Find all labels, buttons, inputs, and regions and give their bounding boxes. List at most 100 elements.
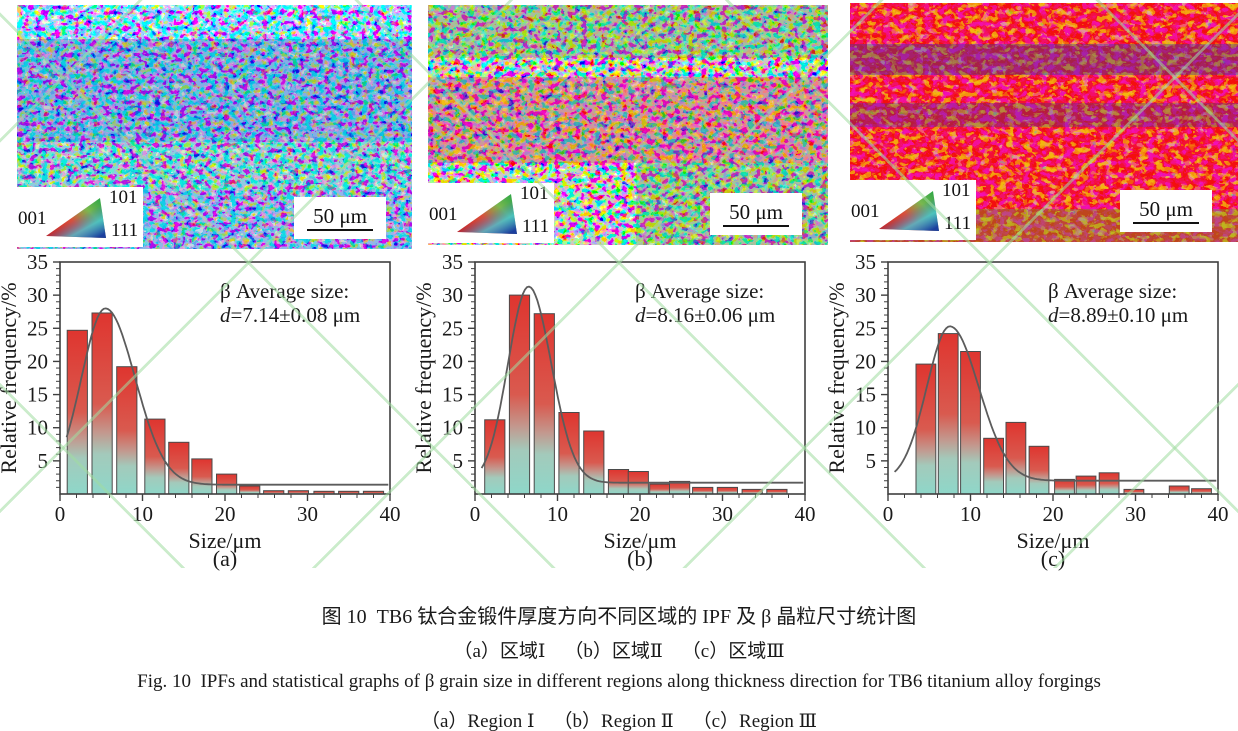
average-size-annotation-title: β Average size: [1048, 279, 1177, 303]
scale-bar: 50 μm [1120, 190, 1212, 232]
x-tick-label: 30 [712, 502, 733, 526]
y-tick-label: 35 [442, 250, 463, 274]
x-tick-label: 10 [960, 502, 981, 526]
x-tick-label: 40 [380, 502, 401, 526]
panel-label: (b) [627, 546, 653, 571]
x-tick-label: 20 [215, 502, 236, 526]
ipf-legend-001-label: 001 [18, 208, 47, 229]
caption-zh-title: 图 10 TB6 钛合金锻件厚度方向不同区域的 IPF 及 β 晶粒尺寸统计图 [321, 606, 917, 628]
ipf-legend-101-label: 101 [109, 187, 138, 208]
y-tick-label: 10 [855, 416, 876, 440]
y-tick-label: 30 [27, 283, 48, 307]
average-size-annotation-value: d=7.14±0.08 μm [220, 303, 360, 327]
ipf-map-region-3: 001 101 111 50 μm [850, 3, 1238, 242]
y-tick-label: 5 [453, 449, 464, 473]
ipf-legend-101-label: 101 [520, 183, 549, 204]
x-tick-label: 10 [132, 502, 153, 526]
ipf-legend-111-label: 111 [522, 216, 550, 237]
fit-curve [65, 307, 389, 486]
y-tick-label: 15 [442, 383, 463, 407]
x-tick-label: 0 [470, 502, 481, 526]
y-tick-label: 10 [442, 416, 463, 440]
y-axis-label: Relative frequency/% [824, 282, 849, 473]
ipf-legend-111-label: 111 [944, 213, 972, 234]
histogram-bar [583, 430, 605, 495]
histogram-bar [66, 329, 88, 495]
histogram-bar [116, 366, 138, 495]
ipf-map-region-2: 001 101 111 50 μm [428, 5, 828, 245]
ipf-color-triangle-icon [46, 198, 106, 238]
y-tick-label: 25 [27, 316, 48, 340]
x-tick-label: 20 [1043, 502, 1064, 526]
histogram-bar [533, 313, 555, 495]
histogram-bar [239, 485, 261, 495]
y-tick-label: 35 [855, 250, 876, 274]
histogram-bar [649, 483, 671, 495]
histogram-bar [191, 458, 213, 495]
scale-bar-line [723, 225, 789, 227]
y-tick-label: 20 [442, 349, 463, 373]
histogram-bar [558, 412, 580, 495]
histogram-bar [1098, 472, 1120, 495]
ipf-legend-001-label: 001 [429, 204, 458, 225]
histogram-bar [168, 441, 190, 495]
ipf-color-key: 001 101 111 [850, 180, 976, 240]
caption-en-title: Fig. 10 IPFs and statistical graphs of β… [137, 671, 1101, 692]
y-tick-label: 15 [27, 383, 48, 407]
y-axis-label: Relative frequency/% [0, 282, 21, 473]
average-size-annotation-value: d=8.16±0.06 μm [635, 303, 775, 327]
x-tick-label: 0 [55, 502, 66, 526]
ipf-legend-001-label: 001 [851, 201, 880, 222]
y-tick-label: 20 [27, 349, 48, 373]
ipf-color-key: 001 101 111 [17, 187, 143, 247]
y-tick-label: 10 [27, 416, 48, 440]
x-tick-label: 0 [883, 502, 894, 526]
y-tick-label: 30 [442, 283, 463, 307]
caption-en-subcaption: （a）Region Ⅰ （b）Region Ⅱ （c）Region Ⅲ [420, 711, 817, 731]
scale-bar-label: 50 μm [729, 200, 783, 224]
histogram-bar [1028, 445, 1050, 495]
x-tick-label: 40 [1208, 502, 1229, 526]
y-tick-label: 5 [38, 449, 49, 473]
x-tick-label: 30 [297, 502, 318, 526]
ipf-legend-111-label: 111 [111, 220, 139, 241]
ipf-color-triangle-icon [879, 191, 939, 231]
y-tick-label: 25 [855, 316, 876, 340]
ipf-color-triangle-icon [457, 194, 517, 234]
histogram-bar [937, 333, 959, 495]
panel-label: (c) [1041, 546, 1065, 571]
caption-zh-subcaption: （a）区域Ⅰ （b）区域Ⅱ （c）区域Ⅲ [453, 641, 785, 662]
average-size-annotation-title: β Average size: [220, 279, 349, 303]
average-size-annotation-value: d=8.89±0.10 μm [1048, 303, 1188, 327]
x-tick-label: 20 [630, 502, 651, 526]
y-tick-label: 35 [27, 250, 48, 274]
y-tick-label: 20 [855, 349, 876, 373]
ipf-map-region-1: 001 101 111 50 μm [17, 5, 412, 249]
scale-bar-line [1133, 222, 1199, 224]
histogram-bar [960, 351, 981, 495]
scale-bar-line [307, 229, 373, 231]
panel-label: (a) [213, 546, 237, 571]
histogram-bar [692, 486, 714, 495]
histogram-bar [716, 486, 738, 495]
average-size-annotation-title: β Average size: [635, 279, 764, 303]
histogram-bar [1075, 475, 1097, 495]
y-tick-label: 30 [855, 283, 876, 307]
scale-bar-label: 50 μm [1139, 197, 1193, 221]
scale-bar-label: 50 μm [313, 204, 367, 228]
y-tick-label: 25 [442, 316, 463, 340]
x-tick-label: 30 [1125, 502, 1146, 526]
y-axis-label: Relative frequency/% [411, 282, 436, 473]
y-tick-label: 5 [866, 449, 877, 473]
histogram-bar [915, 363, 937, 495]
x-tick-label: 40 [795, 502, 816, 526]
histogram-bar [508, 294, 531, 495]
ipf-color-key: 001 101 111 [428, 183, 554, 243]
y-tick-label: 15 [855, 383, 876, 407]
ipf-legend-101-label: 101 [942, 180, 971, 201]
x-tick-label: 10 [547, 502, 568, 526]
